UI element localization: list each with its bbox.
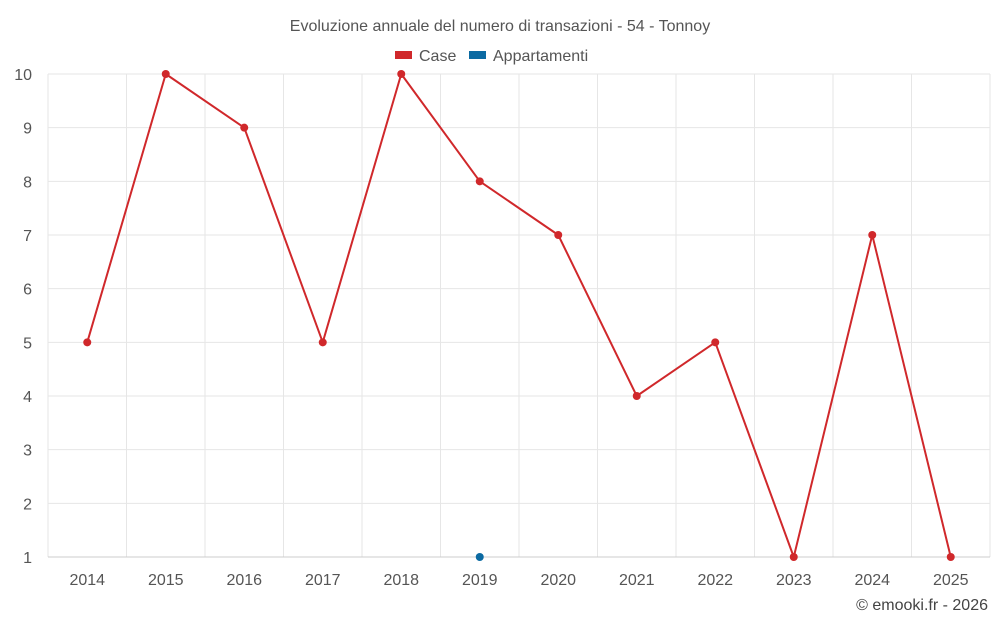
x-tick-label-2024: 2024	[854, 572, 890, 589]
x-tick-label-2023: 2023	[776, 572, 812, 589]
series-layer	[83, 70, 955, 561]
point-case-2015[interactable]	[161, 70, 170, 78]
legend-label-appartamenti: Appartamenti	[493, 48, 588, 65]
y-tick-label-2: 2	[23, 496, 32, 513]
legend: Case Appartamenti	[395, 48, 588, 65]
credit-text: © emooki.fr - 2026	[856, 597, 988, 614]
point-appartamenti-2019[interactable]	[475, 553, 484, 561]
series-line-case	[86, 73, 952, 558]
x-tick-label-2017: 2017	[305, 572, 341, 589]
legend-swatch-case	[395, 51, 412, 59]
x-tick-label-2018: 2018	[383, 572, 419, 589]
point-case-2021[interactable]	[632, 392, 641, 400]
x-tick-label-2015: 2015	[148, 572, 184, 589]
x-tick-label-2021: 2021	[619, 572, 655, 589]
x-tick-label-2025: 2025	[933, 572, 969, 589]
point-case-2017[interactable]	[318, 338, 327, 347]
x-tick-label-2014: 2014	[69, 572, 105, 589]
chart-title: Evoluzione annuale del numero di transaz…	[290, 18, 710, 35]
legend-swatch-appartamenti	[469, 51, 486, 59]
y-tick-label-8: 8	[23, 174, 32, 191]
y-tick-label-10: 10	[14, 67, 32, 84]
point-case-2019[interactable]	[475, 177, 484, 186]
y-tick-label-4: 4	[23, 389, 32, 406]
point-case-2016[interactable]	[240, 123, 249, 132]
x-tick-label-2016: 2016	[226, 572, 262, 589]
x-tick-label-2019: 2019	[462, 572, 498, 589]
y-tick-label-6: 6	[23, 282, 32, 299]
y-axis: 1 2 3 4 5 6 7 8 9 10	[14, 67, 32, 567]
x-tick-label-2022: 2022	[697, 572, 733, 589]
legend-label-case: Case	[419, 48, 456, 65]
point-case-2020[interactable]	[554, 231, 563, 239]
legend-item-appartamenti[interactable]: Appartamenti	[469, 48, 588, 65]
point-case-2018[interactable]	[397, 70, 406, 78]
y-tick-label-7: 7	[23, 228, 32, 245]
y-tick-label-5: 5	[23, 335, 32, 352]
point-case-2024[interactable]	[868, 231, 877, 239]
y-tick-label-1: 1	[23, 550, 32, 567]
legend-item-case[interactable]: Case	[395, 48, 456, 65]
y-tick-label-9: 9	[23, 121, 32, 138]
y-tick-label-3: 3	[23, 443, 32, 460]
x-tick-label-2020: 2020	[540, 572, 576, 589]
point-case-2022[interactable]	[711, 338, 720, 347]
point-case-2023[interactable]	[789, 553, 798, 561]
point-case-2014[interactable]	[83, 338, 92, 347]
x-axis: 2014 2015 2016 2017 2018 2019 2020 2021 2022 2023…	[48, 556, 990, 589]
grid	[47, 73, 991, 558]
point-case-2025[interactable]	[946, 553, 955, 561]
